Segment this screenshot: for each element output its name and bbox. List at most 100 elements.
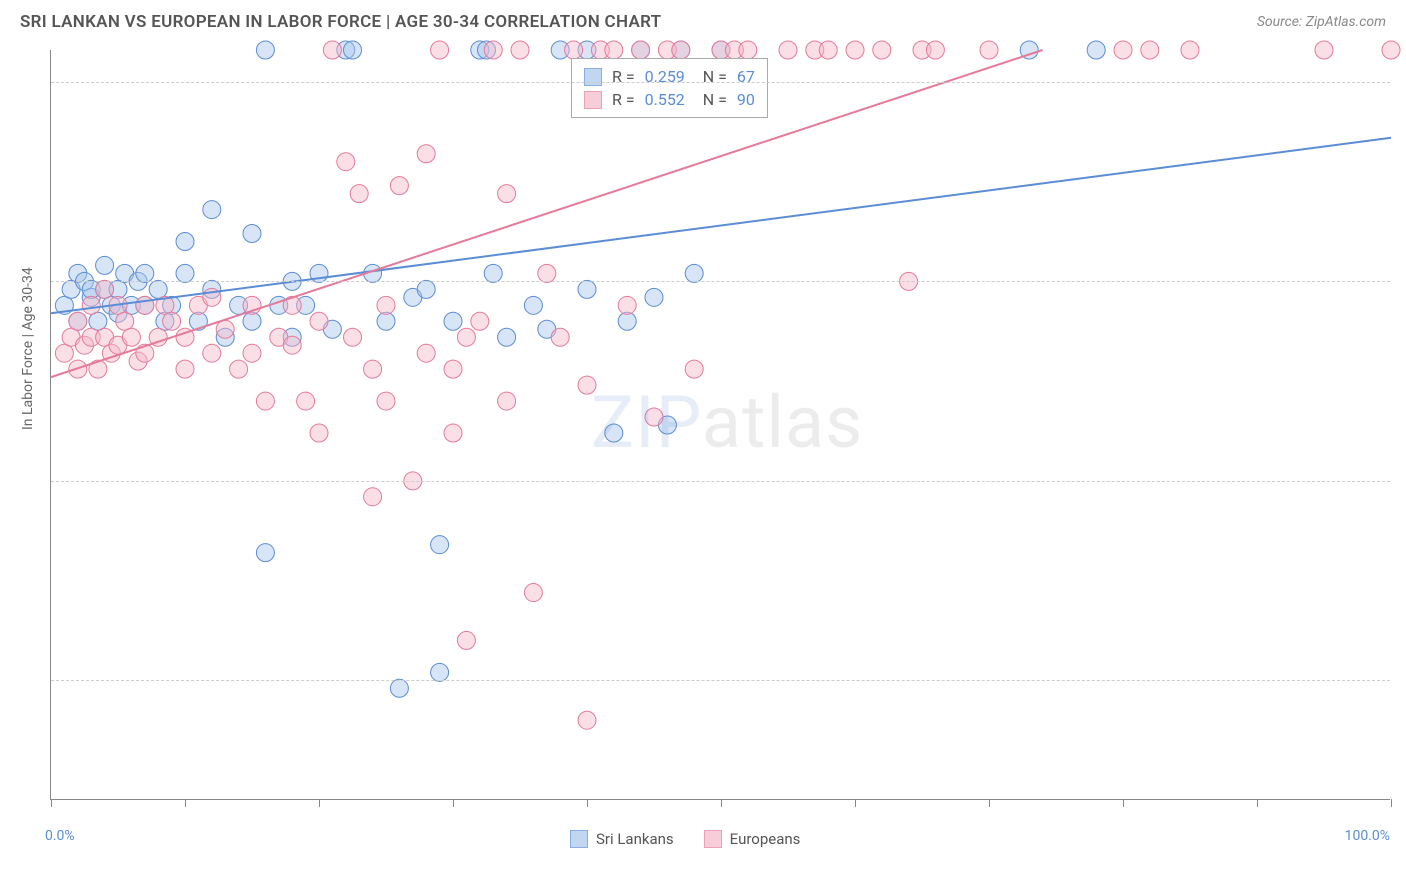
data-point	[605, 41, 623, 59]
data-point	[685, 264, 703, 282]
r-label: R =	[612, 90, 635, 109]
data-point	[1315, 41, 1333, 59]
x-tick	[51, 799, 52, 807]
data-point	[538, 264, 556, 282]
data-point	[136, 296, 154, 314]
data-point	[498, 392, 516, 410]
data-point	[645, 408, 663, 426]
correlation-row: R = 0.552 N = 90	[584, 88, 755, 111]
x-tick-label: 0.0%	[45, 828, 75, 844]
data-point	[89, 312, 107, 330]
legend-swatch	[584, 91, 602, 109]
data-point	[779, 41, 797, 59]
data-point	[243, 312, 261, 330]
scatter-plot-svg	[51, 50, 1390, 799]
data-point	[96, 280, 114, 298]
gridline	[51, 680, 1390, 681]
legend-item: Europeans	[704, 830, 801, 848]
data-point	[256, 41, 274, 59]
x-tick	[721, 799, 722, 807]
data-point	[297, 392, 315, 410]
data-point	[873, 41, 891, 59]
data-point	[310, 312, 328, 330]
source-attribution: Source: ZipAtlas.com	[1257, 14, 1386, 30]
data-point	[524, 584, 542, 602]
data-point	[484, 264, 502, 282]
data-point	[149, 280, 167, 298]
data-point	[390, 177, 408, 195]
data-point	[256, 392, 274, 410]
data-point	[283, 336, 301, 354]
x-tick	[989, 799, 990, 807]
data-point	[565, 41, 583, 59]
data-point	[417, 280, 435, 298]
x-tick	[855, 799, 856, 807]
data-point	[1087, 41, 1105, 59]
data-point	[176, 232, 194, 250]
data-point	[431, 41, 449, 59]
r-value: 0.259	[645, 67, 685, 86]
data-point	[484, 41, 502, 59]
data-point	[1114, 41, 1132, 59]
data-point	[364, 360, 382, 378]
data-point	[310, 424, 328, 442]
data-point	[444, 424, 462, 442]
data-point	[344, 328, 362, 346]
data-point	[176, 360, 194, 378]
r-value: 0.552	[645, 90, 685, 109]
data-point	[618, 312, 636, 330]
legend-swatch	[704, 830, 722, 848]
correlation-legend: R = 0.259 N = 67R = 0.552 N = 90	[571, 58, 768, 118]
data-point	[444, 360, 462, 378]
n-value: 90	[737, 90, 755, 109]
chart-plot-area: ZIPatlas R = 0.259 N = 67R = 0.552 N = 9…	[50, 50, 1390, 800]
data-point	[344, 41, 362, 59]
data-point	[323, 41, 341, 59]
data-point	[122, 328, 140, 346]
data-point	[578, 376, 596, 394]
data-point	[136, 264, 154, 282]
data-point	[1181, 41, 1199, 59]
data-point	[203, 344, 221, 362]
data-point	[1141, 41, 1159, 59]
data-point	[55, 344, 73, 362]
x-tick	[1257, 799, 1258, 807]
data-point	[457, 328, 475, 346]
legend-label: Europeans	[730, 830, 801, 848]
chart-title: SRI LANKAN VS EUROPEAN IN LABOR FORCE | …	[20, 12, 661, 32]
data-point	[377, 392, 395, 410]
y-axis-label: In Labor Force | Age 30-34	[20, 267, 36, 430]
data-point	[471, 312, 489, 330]
data-point	[116, 312, 134, 330]
data-point	[203, 201, 221, 219]
x-tick	[453, 799, 454, 807]
data-point	[444, 312, 462, 330]
data-point	[980, 41, 998, 59]
x-tick	[1391, 799, 1392, 807]
data-point	[390, 679, 408, 697]
data-point	[632, 41, 650, 59]
r-label: R =	[612, 67, 635, 86]
data-point	[216, 320, 234, 338]
data-point	[672, 41, 690, 59]
data-point	[645, 288, 663, 306]
x-tick	[1123, 799, 1124, 807]
data-point	[578, 711, 596, 729]
data-point	[337, 153, 355, 171]
legend-label: Sri Lankans	[596, 830, 674, 848]
data-point	[618, 296, 636, 314]
data-point	[431, 663, 449, 681]
n-label: N =	[695, 90, 727, 109]
data-point	[457, 631, 475, 649]
gridline	[51, 82, 1390, 83]
data-point	[176, 264, 194, 282]
x-tick	[319, 799, 320, 807]
x-tick-label: 100.0%	[1345, 828, 1390, 844]
data-point	[1382, 41, 1400, 59]
data-point	[498, 328, 516, 346]
gridline	[51, 481, 1390, 482]
data-point	[431, 536, 449, 554]
data-point	[230, 360, 248, 378]
data-point	[82, 296, 100, 314]
data-point	[685, 360, 703, 378]
